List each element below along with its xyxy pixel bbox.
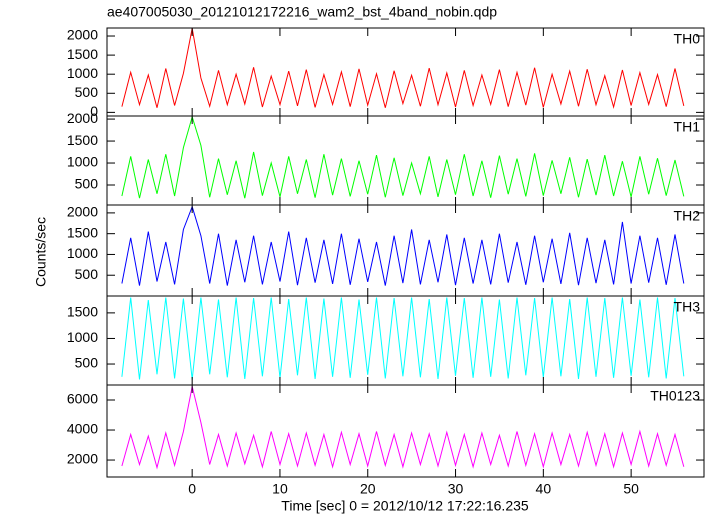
y-tick-label: 2000 (67, 27, 98, 43)
y-tick-label: 1500 (67, 46, 98, 62)
y-tick-label: 4000 (67, 421, 98, 437)
legend-label: TH1 (674, 119, 701, 135)
y-tick-label: 1000 (67, 154, 98, 170)
data-line (121, 386, 685, 470)
y-tick-label: 1000 (67, 65, 98, 81)
x-tick-label: 10 (272, 481, 288, 497)
panel-frame (106, 384, 705, 478)
data-line (121, 297, 685, 380)
x-tick-label: 0 (188, 481, 196, 497)
y-tick-label: 0 (90, 103, 98, 119)
x-tick-label: 20 (360, 481, 376, 497)
data-line (121, 116, 685, 199)
y-tick-label: 1000 (67, 329, 98, 345)
y-tick-label: 500 (75, 176, 99, 192)
panel-frame (106, 204, 705, 297)
legend-label: TH0123 (650, 388, 700, 404)
x-axis-label: Time [sec] 0 = 2012/10/12 17:22:16.235 (281, 498, 529, 514)
y-tick-label: 1000 (67, 245, 98, 261)
x-tick-label: 40 (536, 481, 552, 497)
y-tick-label: 2000 (67, 451, 98, 467)
y-tick-label: 500 (75, 84, 99, 100)
y-tick-label: 500 (75, 355, 99, 371)
x-tick-label: 30 (448, 481, 464, 497)
data-line (121, 205, 685, 286)
y-tick-label: 1500 (67, 224, 98, 240)
x-tick-label: 50 (623, 481, 639, 497)
y-axis-label: Counts/sec (33, 217, 49, 287)
y-tick-label: 2000 (67, 110, 98, 126)
y-tick-label: 500 (75, 266, 99, 282)
y-tick-label: 6000 (67, 391, 98, 407)
chart-title: ae407005030_20121012172216_wam2_bst_4ban… (107, 4, 497, 20)
data-line (121, 28, 685, 109)
legend-label: TH3 (674, 299, 701, 315)
y-tick-label: 2000 (67, 204, 98, 220)
y-tick-label: 1500 (67, 132, 98, 148)
legend-label: TH2 (674, 208, 701, 224)
legend-label: TH0 (674, 31, 701, 47)
y-tick-label: 1500 (67, 304, 98, 320)
